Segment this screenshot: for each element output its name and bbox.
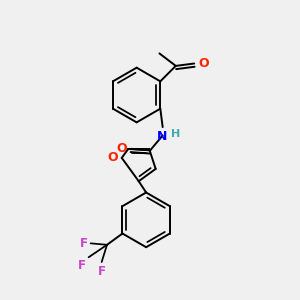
Text: O: O xyxy=(198,57,209,70)
Text: O: O xyxy=(107,152,118,164)
Text: H: H xyxy=(171,130,180,140)
Text: F: F xyxy=(80,237,88,250)
Text: N: N xyxy=(157,130,167,143)
Text: F: F xyxy=(78,259,86,272)
Text: O: O xyxy=(116,142,127,155)
Text: F: F xyxy=(98,265,106,278)
